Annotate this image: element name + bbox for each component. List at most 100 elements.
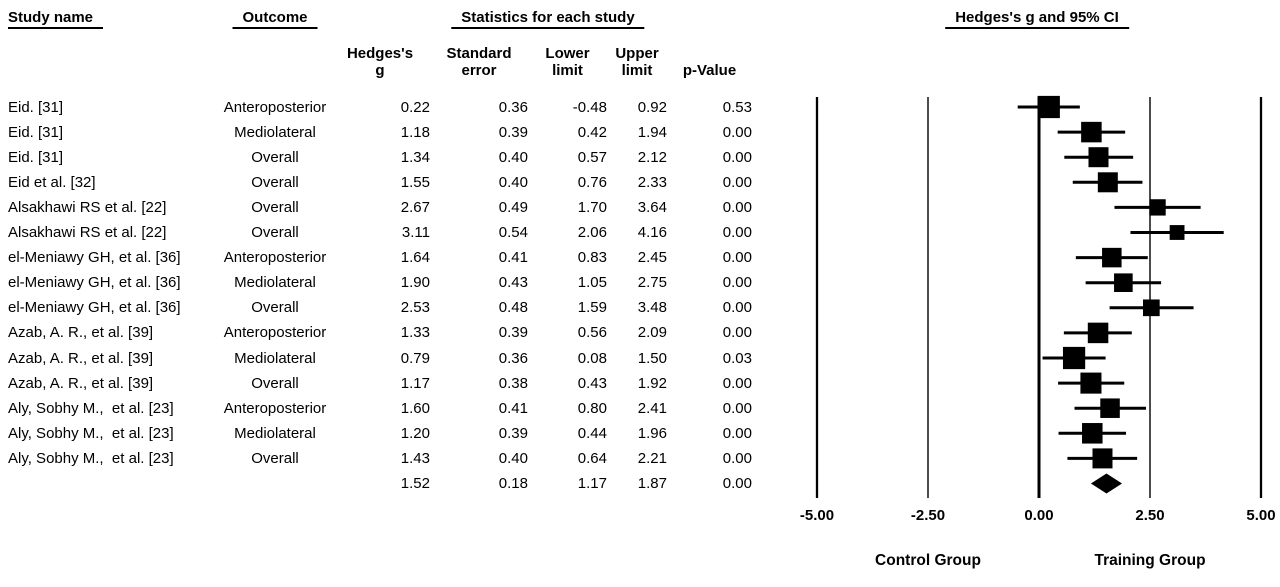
cell-study-name: Azab, A. R., et al. [39]: [8, 349, 154, 367]
cell-upper-limit: 2.09: [637, 324, 667, 342]
effect-size-square: [1037, 95, 1060, 119]
cell-hedges-g: 1.20: [400, 424, 430, 442]
effect-size-square: [1114, 273, 1133, 293]
cell-study-name: el-Meniawy GH, et al. [36]: [8, 249, 181, 267]
x-tick-label: 2.50: [1135, 507, 1164, 524]
table-row: Aly, Sobhy M., et al. [23] Overall 1.43 0.4…: [0, 446, 770, 471]
cell-study-name: Eid et al. [32]: [8, 173, 96, 191]
column-header-outcome-text: Outcome: [232, 9, 318, 29]
cell-hedges-g: 1.18: [400, 123, 430, 141]
cell-hedges-g: 0.79: [400, 349, 430, 367]
cell-p-value: 0.00: [722, 198, 752, 216]
cell-hedges-g: 0.22: [400, 98, 430, 116]
cell-hedges-g: 1.43: [400, 449, 430, 467]
cell-p-value: 0.00: [722, 424, 752, 442]
cell-study-name: Eid. [31]: [8, 148, 64, 166]
cell-p-value: 0.00: [722, 399, 752, 417]
cell-lower-limit: 0.80: [577, 399, 607, 417]
plot-title-text: Hedges's g and 95% CI: [945, 9, 1129, 29]
table-row: Azab, A. R., et al. [39] Mediolateral 0.79…: [0, 346, 770, 371]
cell-lower-limit: 0.42: [577, 123, 607, 141]
cell-hedges-g: 1.34: [400, 148, 430, 166]
table-row: Alsakhawi RS et al. [22] Overall 3.11 0.54 2…: [0, 220, 770, 245]
cell-study-name: Aly, Sobhy M., et al. [23]: [8, 399, 174, 417]
cell-p-value: 0.00: [722, 274, 752, 292]
cell-standard-error: 0.39: [498, 324, 528, 342]
table-row: el-Meniawy GH, et al. [36] Mediolateral 1.…: [0, 270, 770, 295]
cell-outcome: Anteroposterior: [223, 324, 327, 342]
cell-lower-limit: 0.44: [577, 424, 607, 442]
cell-lower-limit: 1.05: [577, 274, 607, 292]
cell-lower-limit: 0.64: [577, 449, 607, 467]
effect-size-square: [1088, 147, 1109, 168]
table-row: Eid. [31] Anteroposterior 0.22 0.36 -0.48 0.9…: [0, 95, 770, 120]
cell-standard-error: 0.36: [498, 349, 528, 367]
cell-hedges-g: 2.67: [400, 198, 430, 216]
cell-outcome: Anteroposterior: [223, 399, 327, 417]
cell-upper-limit: 1.92: [637, 374, 667, 392]
effect-size-square: [1062, 346, 1086, 370]
x-tick-label: 5.00: [1246, 507, 1275, 524]
cell-upper-limit: 1.50: [637, 349, 667, 367]
cell-study-name: Azab, A. R., et al. [39]: [8, 374, 154, 392]
column-header-study-name-text: Study name: [8, 9, 104, 29]
cell-study-name: [8, 471, 208, 496]
cell-outcome: Mediolateral: [234, 123, 316, 141]
cell-upper-limit: 1.87: [637, 475, 667, 492]
cell-upper-limit: 2.21: [637, 449, 667, 467]
cell-study-name: el-Meniawy GH, et al. [36]: [8, 274, 181, 292]
cell-upper-limit: 2.75: [637, 274, 667, 292]
cell-outcome: Overall: [251, 299, 299, 317]
training-group-label: Training Group: [1094, 552, 1205, 569]
cell-standard-error: 0.18: [498, 475, 528, 492]
cell-p-value: 0.00: [722, 299, 752, 317]
table-row: Aly, Sobhy M., et al. [23] Anteroposterio…: [0, 396, 770, 421]
cell-standard-error: 0.41: [498, 399, 528, 417]
effect-size-square: [1102, 247, 1122, 268]
table-row: Alsakhawi RS et al. [22] Overall 2.67 0.49 1…: [0, 195, 770, 220]
cell-outcome: Mediolateral: [234, 274, 316, 292]
cell-study-name: Eid. [31]: [8, 123, 64, 141]
cell-upper-limit: 2.12: [637, 148, 667, 166]
cell-study-name: Aly, Sobhy M., et al. [23]: [8, 449, 174, 467]
cell-study-name: Eid. [31]: [8, 98, 64, 116]
cell-hedges-g: 1.64: [400, 249, 430, 267]
summary-diamond: [1090, 473, 1123, 494]
cell-study-name: Alsakhawi RS et al. [22]: [8, 198, 167, 216]
table-row: el-Meniawy GH, et al. [36] Overall 2.53 0.4…: [0, 295, 770, 320]
cell-upper-limit: 2.45: [637, 249, 667, 267]
x-tick-label: -2.50: [911, 507, 945, 524]
cell-upper-limit: 0.92: [637, 98, 667, 116]
cell-lower-limit: 0.08: [577, 349, 607, 367]
cell-outcome: Overall: [251, 449, 299, 467]
cell-hedges-g: 2.53: [400, 299, 430, 317]
table-row: Azab, A. R., et al. [39] Anteroposterior 1…: [0, 320, 770, 345]
column-header-standard-error: Standard error: [446, 45, 512, 79]
cell-upper-limit: 2.41: [637, 399, 667, 417]
cell-study-name: Alsakhawi RS et al. [22]: [8, 224, 167, 241]
cell-hedges-g: 3.11: [401, 224, 430, 241]
effect-size-square: [1100, 398, 1120, 418]
cell-p-value: 0.00: [722, 374, 752, 392]
effect-size-square: [1087, 322, 1109, 344]
cell-outcome: Mediolateral: [234, 424, 316, 442]
x-tick-label: 0.00: [1024, 507, 1053, 524]
cell-study-name: el-Meniawy GH, et al. [36]: [8, 299, 181, 317]
column-header-lower-limit: Lower limit: [545, 45, 590, 79]
cell-outcome: Anteroposterior: [223, 98, 327, 116]
forest-plot-svg: -5.00 -2.50 0.00 2.50 5.00 Control Group Train…: [800, 95, 1276, 569]
cell-standard-error: 0.48: [498, 299, 528, 317]
cell-p-value: 0.53: [722, 98, 752, 116]
cell-standard-error: 0.41: [498, 249, 528, 267]
cell-p-value: 0.00: [722, 475, 752, 492]
cell-hedges-g: 1.60: [400, 399, 430, 417]
cell-lower-limit: 0.57: [577, 148, 607, 166]
column-header-study-name: Study name: [8, 8, 104, 29]
cell-upper-limit: 3.48: [637, 299, 667, 317]
table-row: el-Meniawy GH, et al. [36] Anteroposterio…: [0, 245, 770, 270]
table-row: Eid. [31] Mediolateral 1.18 0.39 0.42 1.94 0.0…: [0, 120, 770, 145]
table-row-summary: 1.52 0.18 1.17 1.87 0.00: [0, 471, 770, 496]
table-row: Aly, Sobhy M., et al. [23] Mediolateral 1.…: [0, 421, 770, 446]
effect-size-square: [1081, 121, 1102, 143]
